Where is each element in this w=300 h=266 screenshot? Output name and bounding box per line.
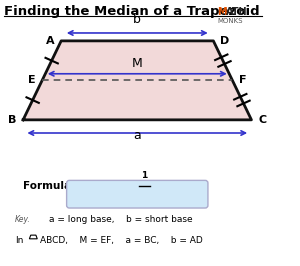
- Text: A: A: [46, 36, 54, 46]
- Polygon shape: [23, 41, 251, 120]
- Text: In: In: [15, 236, 23, 246]
- Text: b: b: [133, 13, 141, 26]
- Text: a: a: [134, 128, 141, 142]
- Text: ABCD,    M = EF,    a = BC,    b = AD: ABCD, M = EF, a = BC, b = AD: [40, 236, 203, 246]
- Text: Formula:: Formula:: [23, 181, 75, 191]
- Text: C: C: [258, 115, 266, 125]
- Text: B: B: [8, 115, 16, 125]
- Text: 1: 1: [141, 171, 147, 180]
- Text: 2: 2: [141, 192, 147, 201]
- Text: Finding the Median of a Trapezoid: Finding the Median of a Trapezoid: [4, 5, 260, 18]
- Text: E: E: [28, 75, 35, 85]
- FancyBboxPatch shape: [67, 180, 208, 208]
- Text: Key.: Key.: [15, 215, 31, 224]
- Text: (a + b): (a + b): [152, 181, 190, 191]
- Text: M: M: [218, 7, 227, 17]
- Text: a = long base,    b = short base: a = long base, b = short base: [49, 215, 193, 224]
- Text: Median (M) =: Median (M) =: [75, 181, 152, 191]
- Text: D: D: [220, 36, 230, 46]
- Text: M: M: [132, 57, 143, 70]
- Text: ATH: ATH: [226, 7, 248, 17]
- Text: MONKS: MONKS: [218, 18, 243, 24]
- Text: F: F: [239, 75, 247, 85]
